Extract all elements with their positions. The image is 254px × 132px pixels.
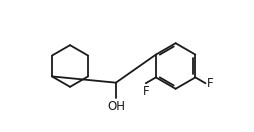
- Text: OH: OH: [107, 100, 125, 113]
- Text: F: F: [207, 77, 213, 90]
- Text: F: F: [142, 85, 149, 98]
